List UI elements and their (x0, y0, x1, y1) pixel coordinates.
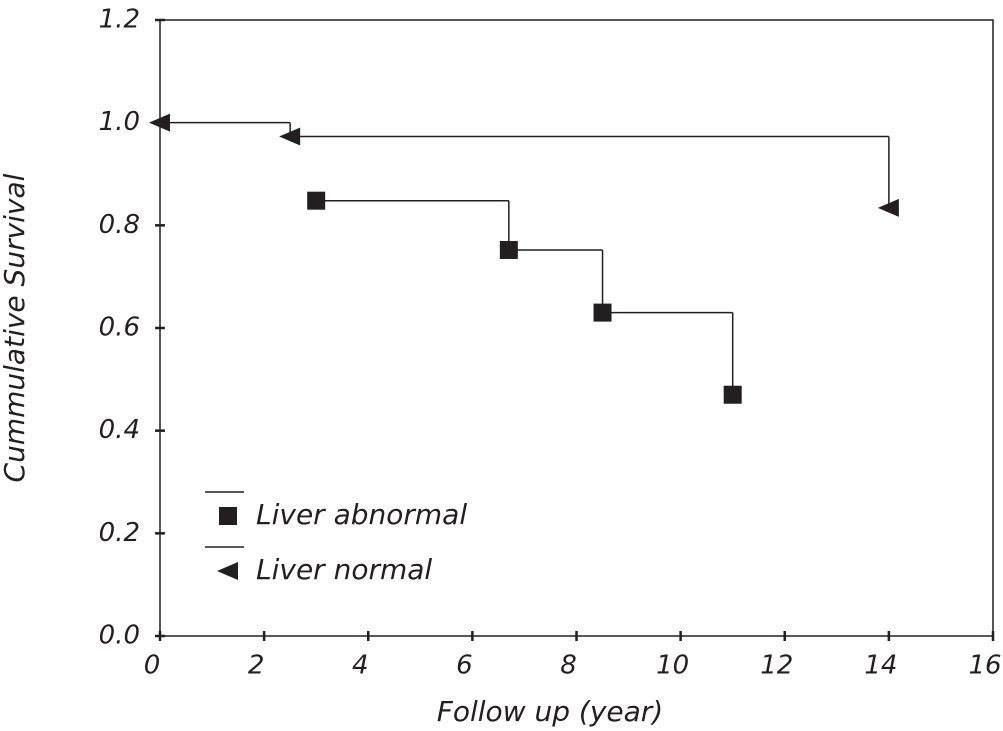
y-tick-label: 0.8 (99, 210, 140, 240)
plot-frame (159, 19, 994, 637)
legend-label: Liver abnormal (256, 498, 467, 531)
data-point (723, 385, 742, 404)
x-tick-label: 0 (144, 651, 161, 681)
x-tick-label: 8 (560, 651, 577, 681)
y-tick-label: 1.2 (99, 5, 140, 35)
y-tick-label: 0.0 (99, 621, 140, 651)
legend-marker (219, 507, 237, 525)
x-tick-label: 4 (352, 651, 369, 681)
legend-label: Liver normal (256, 553, 432, 586)
data-point (307, 191, 326, 210)
x-tick-label: 14 (864, 651, 897, 681)
y-axis-label: Cummulative Survival (0, 173, 31, 482)
x-tick-label: 10 (656, 651, 689, 681)
data-point (877, 198, 899, 217)
x-tick-label: 12 (760, 651, 793, 681)
data-point (593, 303, 612, 322)
x-axis-label: Follow up (year) (437, 695, 663, 728)
y-tick-label: 0.4 (99, 415, 140, 445)
x-tick-label: 6 (456, 651, 473, 681)
legend-marker (217, 562, 238, 580)
data-point (499, 240, 518, 259)
y-tick-label: 1.0 (99, 107, 140, 137)
data-point (149, 113, 170, 132)
data-point (279, 127, 301, 146)
y-tick-label: 0.2 (99, 518, 140, 548)
x-tick-label: 2 (248, 651, 265, 681)
y-tick-label: 0.6 (99, 313, 140, 343)
x-tick-label: 16 (968, 651, 1001, 681)
